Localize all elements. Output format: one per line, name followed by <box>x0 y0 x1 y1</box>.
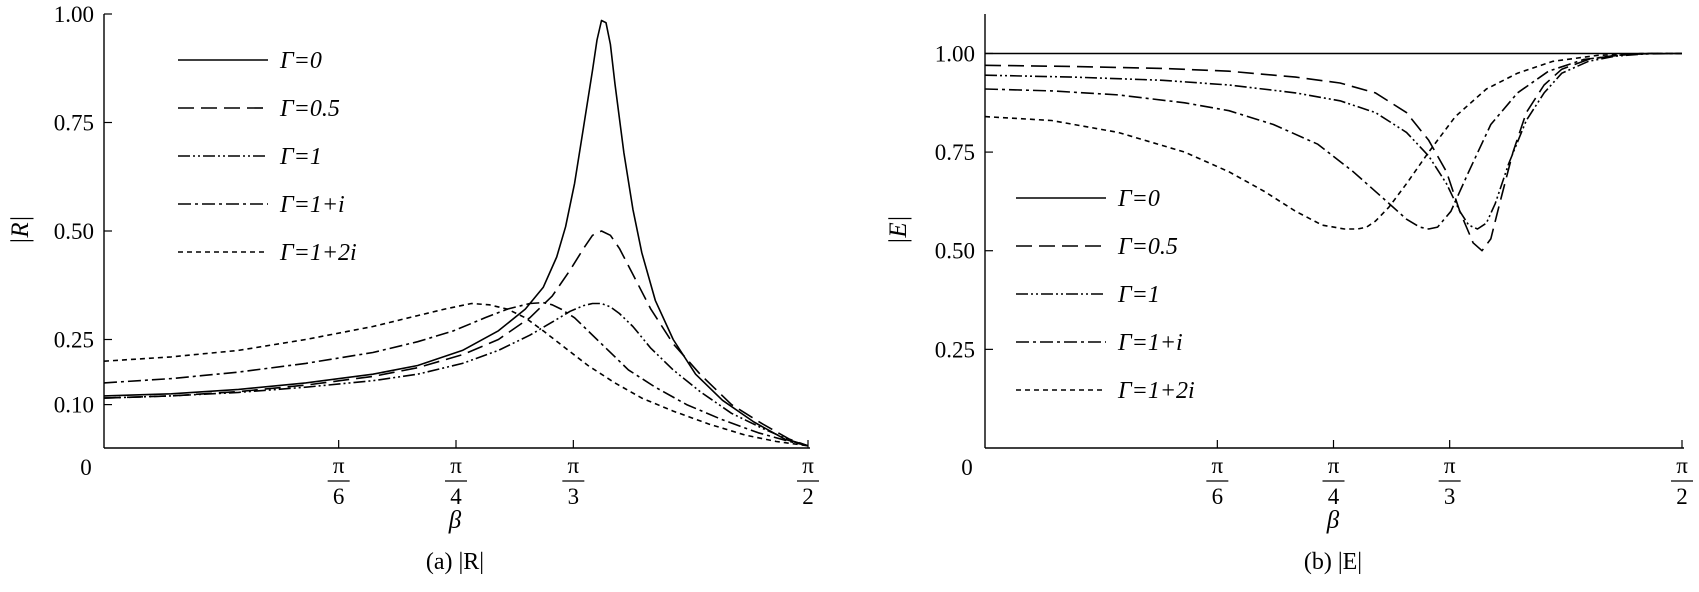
legend-label-a-1: Γ=0.5 <box>279 96 340 122</box>
legend-label-a-4: Γ=1+2i <box>279 240 357 266</box>
x-tick-num-a-1: π <box>333 453 345 478</box>
y-tick-label-a-3: 0.75 <box>54 111 94 136</box>
series-line-a-1 <box>103 230 809 447</box>
x-tick-den-b-2: 4 <box>1328 484 1340 509</box>
y-tick-label-b-0: 0.25 <box>935 337 975 362</box>
legend-label-b-4: Γ=1+2i <box>1117 378 1195 404</box>
legend-label-b-0: Γ=0 <box>1117 186 1160 212</box>
y-tick-label-a-2: 0.50 <box>54 219 94 244</box>
series-line-a-4 <box>103 302 809 447</box>
caption-b: (b) |E| <box>1304 549 1362 575</box>
legend-label-a-0: Γ=0 <box>279 48 322 74</box>
legend-label-b-3: Γ=1+i <box>1117 330 1183 356</box>
y-tick-label-a-4: 1.00 <box>54 2 94 27</box>
series-line-a-3 <box>103 301 809 447</box>
legend-label-b-1: Γ=0.5 <box>1117 234 1178 260</box>
x-tick-den-a-1: 6 <box>333 484 345 509</box>
series-line-b-4 <box>984 52 1682 230</box>
y-tick-label-a-0: 0.10 <box>54 393 94 418</box>
y-tick-label-a-1: 0.25 <box>54 328 94 353</box>
y-tick-label-b-1: 0.50 <box>935 239 975 264</box>
x-tick-num-b-1: π <box>1212 453 1224 478</box>
x-tick-label-a-0: 0 <box>80 455 92 480</box>
legend-label-b-2: Γ=1 <box>1117 282 1160 308</box>
x-tick-den-b-3: 3 <box>1444 484 1456 509</box>
x-tick-num-b-2: π <box>1328 453 1340 478</box>
x-tick-den-a-4: 2 <box>802 484 814 509</box>
x-tick-den-a-2: 4 <box>450 484 462 509</box>
x-tick-den-b-4: 2 <box>1676 484 1688 509</box>
legend-label-a-3: Γ=1+i <box>279 192 345 218</box>
x-tick-num-b-3: π <box>1444 453 1456 478</box>
series-line-b-2 <box>984 52 1682 230</box>
y-tick-label-b-2: 0.75 <box>935 140 975 165</box>
x-tick-label-b-0: 0 <box>961 455 973 480</box>
series-line-a-0 <box>103 19 809 447</box>
series-line-b-1 <box>984 52 1682 252</box>
series-line-b-3 <box>984 52 1683 230</box>
caption-a: (a) |R| <box>426 549 484 575</box>
series-line-a-2 <box>103 302 809 447</box>
x-tick-num-a-2: π <box>450 453 462 478</box>
x-axis-label-a: β <box>448 507 462 534</box>
y-axis-label-b: |E| <box>885 215 912 244</box>
x-axis-label-b: β <box>1326 507 1340 534</box>
y-axis-label-a: |R| <box>7 215 34 244</box>
x-tick-num-b-4: π <box>1676 453 1688 478</box>
x-tick-den-b-1: 6 <box>1212 484 1224 509</box>
y-tick-label-b-3: 1.00 <box>935 41 975 66</box>
x-tick-num-a-3: π <box>568 453 580 478</box>
x-tick-den-a-3: 3 <box>568 484 580 509</box>
legend-label-a-2: Γ=1 <box>279 144 322 170</box>
x-tick-num-a-4: π <box>802 453 814 478</box>
